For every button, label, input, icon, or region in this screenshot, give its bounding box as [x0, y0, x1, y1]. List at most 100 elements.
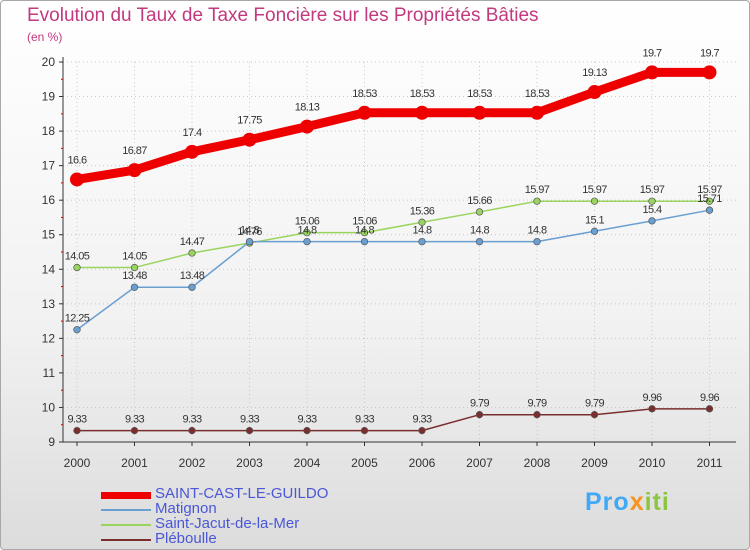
series-point-2	[648, 197, 656, 205]
series-point-0	[530, 105, 544, 120]
series-point-2	[590, 197, 599, 205]
data-label-0: 19.13	[582, 67, 607, 79]
series-point-0	[357, 105, 372, 120]
series-point-1	[130, 283, 139, 291]
data-label-0: 17.75	[237, 115, 262, 127]
series-point-0	[70, 172, 84, 187]
data-label-0: 18.53	[525, 88, 550, 100]
series-point-2	[705, 197, 714, 205]
y-tick-label: 10	[42, 400, 56, 414]
series-point-2	[303, 229, 311, 237]
data-label-0: 18.53	[352, 88, 377, 100]
data-label-2: 15.97	[525, 184, 550, 196]
series-point-0	[300, 119, 314, 134]
chart-legend: SAINT-CAST-LE-GUILDO Matignon Saint-Jacut-…	[101, 485, 401, 547]
series-point-0	[702, 65, 717, 80]
data-label-1: 14.8	[412, 225, 431, 237]
series-line-3	[76, 408, 711, 432]
data-label-1: 14.8	[470, 225, 489, 237]
y-tick-label: 17	[42, 159, 56, 173]
data-label-1: 15.1	[585, 214, 604, 226]
data-label-2: 14.05	[122, 251, 147, 263]
y-axis-unit: (en %)	[27, 30, 63, 44]
series-point-1	[475, 237, 484, 246]
data-label-1: 13.48	[180, 270, 205, 282]
legend-swatch	[101, 539, 151, 541]
legend-item-0: SAINT-CAST-LE-GUILDO	[101, 485, 401, 502]
series-point-0	[415, 105, 429, 120]
series-point-3	[73, 426, 81, 435]
x-tick-label: 2004	[294, 456, 321, 470]
data-label-3: 9.96	[700, 392, 719, 404]
legend-item-3: Pléboulle	[101, 530, 401, 547]
series-point-3	[590, 411, 599, 419]
y-tick-label: 14	[42, 262, 56, 276]
series-point-3	[188, 426, 196, 435]
data-label-3: 9.79	[585, 398, 604, 410]
data-label-2: 15.66	[467, 195, 492, 207]
series-point-0	[645, 65, 659, 80]
series-point-0	[185, 144, 199, 159]
data-label-0: 18.53	[410, 88, 435, 100]
x-tick-label: 2008	[524, 456, 551, 470]
data-label-2: 15.97	[697, 184, 722, 196]
y-tick-label: 19	[42, 90, 56, 104]
legend-swatch	[101, 492, 151, 499]
series-line-2	[76, 200, 711, 269]
data-label-3: 9.79	[470, 398, 489, 410]
data-label-3: 9.33	[412, 414, 431, 426]
data-label-1: 15.4	[642, 204, 661, 216]
data-label-3: 9.33	[355, 414, 374, 426]
data-label-2: 15.97	[582, 184, 607, 196]
y-tick-label: 18	[42, 124, 56, 138]
series-point-1	[188, 283, 196, 291]
data-label-0: 19.7	[642, 47, 661, 59]
data-label-2: 14.47	[180, 236, 205, 248]
x-tick-label: 2002	[179, 456, 206, 470]
series-point-2	[475, 208, 484, 216]
x-tick-label: 2005	[351, 456, 378, 470]
series-point-3	[130, 426, 139, 435]
y-tick-label: 12	[42, 331, 56, 345]
series-point-2	[188, 249, 196, 257]
series-point-0	[472, 105, 487, 120]
data-label-0: 18.13	[295, 102, 320, 114]
series-point-1	[705, 206, 714, 214]
chart-title: Evolution du Taux de Taxe Foncière sur l…	[27, 5, 539, 26]
series-point-1	[418, 237, 426, 246]
series-point-1	[533, 237, 541, 246]
data-label-3: 9.79	[527, 398, 546, 410]
legend-swatch	[101, 509, 151, 511]
data-label-2: 15.97	[640, 184, 665, 196]
data-label-2: 15.06	[295, 216, 320, 228]
series-point-0	[242, 132, 257, 147]
data-label-2: 15.06	[352, 216, 377, 228]
series-point-3	[245, 426, 254, 435]
data-label-0: 16.87	[122, 145, 147, 157]
series-point-1	[360, 237, 369, 246]
x-tick-label: 2007	[466, 456, 493, 470]
data-label-2: 14.76	[237, 226, 262, 238]
data-label-0: 16.6	[67, 154, 86, 166]
data-label-1: 13.48	[122, 270, 147, 282]
y-tick-label: 11	[43, 366, 56, 380]
legend-item-1: Matignon	[101, 500, 401, 517]
x-tick-label: 2001	[121, 456, 148, 470]
data-label-1: 14.8	[240, 225, 259, 237]
series-point-3	[533, 411, 541, 419]
data-label-1: 14.8	[297, 225, 316, 237]
x-tick-label: 2010	[639, 456, 666, 470]
series-point-1	[303, 237, 311, 246]
logo-part-2: x	[629, 488, 645, 516]
y-tick-label: 9	[48, 435, 55, 449]
series-point-1	[648, 217, 656, 225]
logo-part-3: iti	[644, 488, 670, 516]
y-tick-label: 16	[42, 193, 56, 207]
series-point-3	[418, 426, 426, 435]
y-tick-label: 15	[42, 228, 56, 242]
series-point-1	[590, 227, 599, 235]
y-tick-label: 20	[42, 55, 56, 69]
series-point-0	[127, 163, 142, 178]
data-label-3: 9.33	[125, 414, 144, 426]
series-point-2	[418, 218, 426, 226]
